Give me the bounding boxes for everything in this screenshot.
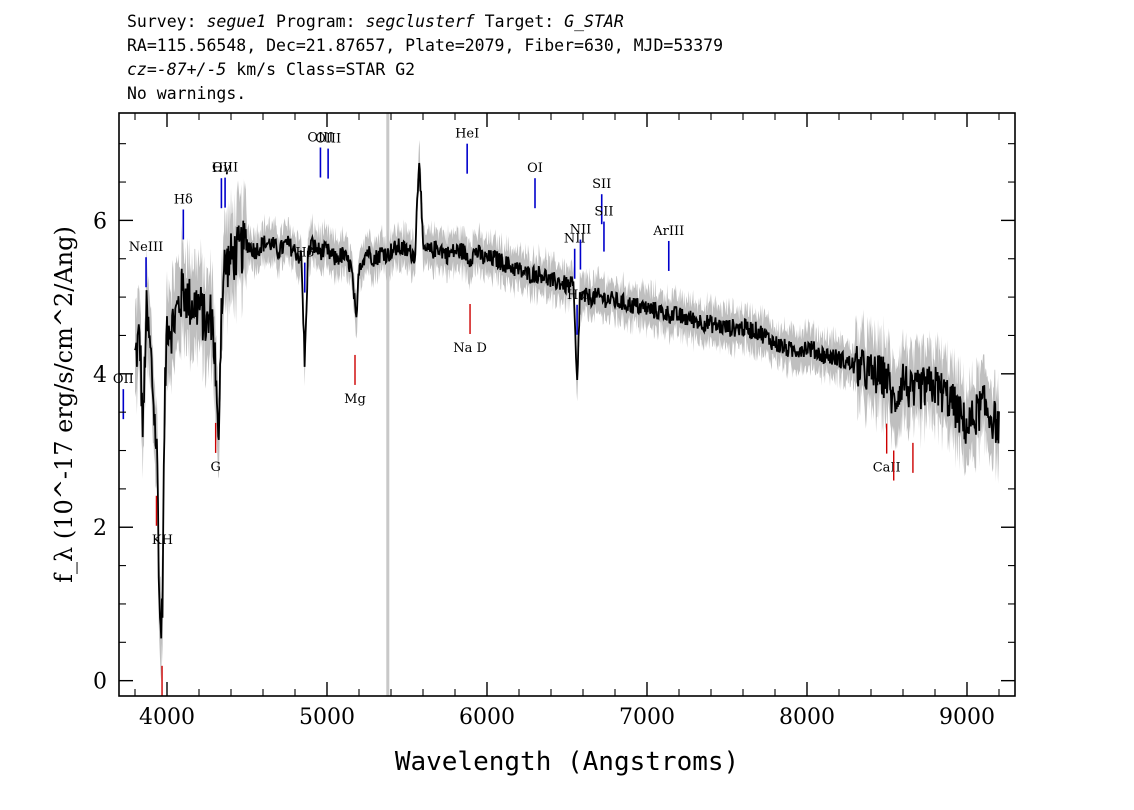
x-tick-label: 9000 bbox=[939, 705, 995, 730]
x-tick-label: 6000 bbox=[459, 705, 515, 730]
spectrum-header: Survey: segue1 Program: segclusterf Targ… bbox=[127, 10, 723, 106]
absorption-line-label: G bbox=[210, 460, 220, 475]
emission-line-label: Hγ bbox=[212, 161, 231, 176]
plot-frame bbox=[118, 112, 1016, 697]
header-line-survey: Survey: segue1 Program: segclusterf Targ… bbox=[127, 10, 723, 34]
emission-line-label: OIII bbox=[315, 132, 341, 147]
x-tick-label: 5000 bbox=[299, 705, 355, 730]
survey-value: segue1 bbox=[206, 12, 267, 31]
header-line-redshift: cz=-87+/-5 km/s Class=STAR G2 bbox=[127, 58, 723, 82]
y-tick-label: 4 bbox=[93, 363, 107, 388]
emission-line-label: OI bbox=[527, 161, 543, 176]
x-tick-label: 8000 bbox=[779, 705, 835, 730]
flux-layer bbox=[134, 162, 1000, 639]
emission-line-label: SII bbox=[594, 205, 613, 220]
x-tick-label: 7000 bbox=[619, 705, 675, 730]
program-label: Program: bbox=[276, 12, 356, 31]
emission-line-label: NeIII bbox=[129, 240, 163, 255]
y-tick-label: 0 bbox=[93, 670, 107, 695]
cz-value: cz=-87+/-5 bbox=[127, 60, 227, 79]
x-axis-label: Wavelength (Angstroms) bbox=[395, 747, 739, 777]
y-tick-label: 6 bbox=[93, 209, 107, 234]
emission-line-label: Hα bbox=[567, 288, 587, 303]
absorption-line-label: CaII bbox=[873, 461, 901, 476]
x-tick-label: 4000 bbox=[139, 705, 195, 730]
header-line-coordinates: RA=115.56548, Dec=21.87657, Plate=2079, … bbox=[127, 36, 724, 55]
flux-line bbox=[134, 162, 1000, 639]
target-value: G_STAR bbox=[564, 12, 624, 31]
y-axis-label: f_λ (10^-17 erg/s/cm^2/Ang) bbox=[50, 226, 78, 583]
emission-line-label: ArIII bbox=[652, 224, 684, 239]
emission-line-label: OIII bbox=[212, 161, 238, 176]
emission-line-label: OII bbox=[113, 372, 134, 387]
emission-line-label: SII bbox=[592, 177, 611, 192]
emission-line-label: Hβ bbox=[295, 246, 314, 261]
absorption-line-label: Mg bbox=[344, 392, 366, 407]
error-band-layer bbox=[135, 140, 999, 682]
emission-line-label: HeI bbox=[455, 127, 479, 142]
target-label: Target: bbox=[484, 12, 555, 31]
absorption-line-label: Na D bbox=[453, 341, 487, 356]
emission-line-label: Hδ bbox=[174, 193, 193, 208]
header-line-warnings: No warnings. bbox=[127, 84, 247, 103]
class-text: km/s Class=STAR G2 bbox=[226, 60, 416, 79]
survey-label: Survey: bbox=[127, 12, 197, 31]
y-tick-label: 2 bbox=[93, 516, 107, 541]
absorption-line-label: KH bbox=[152, 533, 173, 548]
program-value: segclusterf bbox=[365, 12, 475, 31]
emission-line-label: OIII bbox=[307, 131, 333, 146]
ticks-layer: 4000 5000 6000 7000 8000 9000 0 2 4 6 bbox=[93, 113, 1015, 730]
error-band bbox=[135, 140, 999, 682]
emission-line-label: NII bbox=[570, 223, 592, 238]
